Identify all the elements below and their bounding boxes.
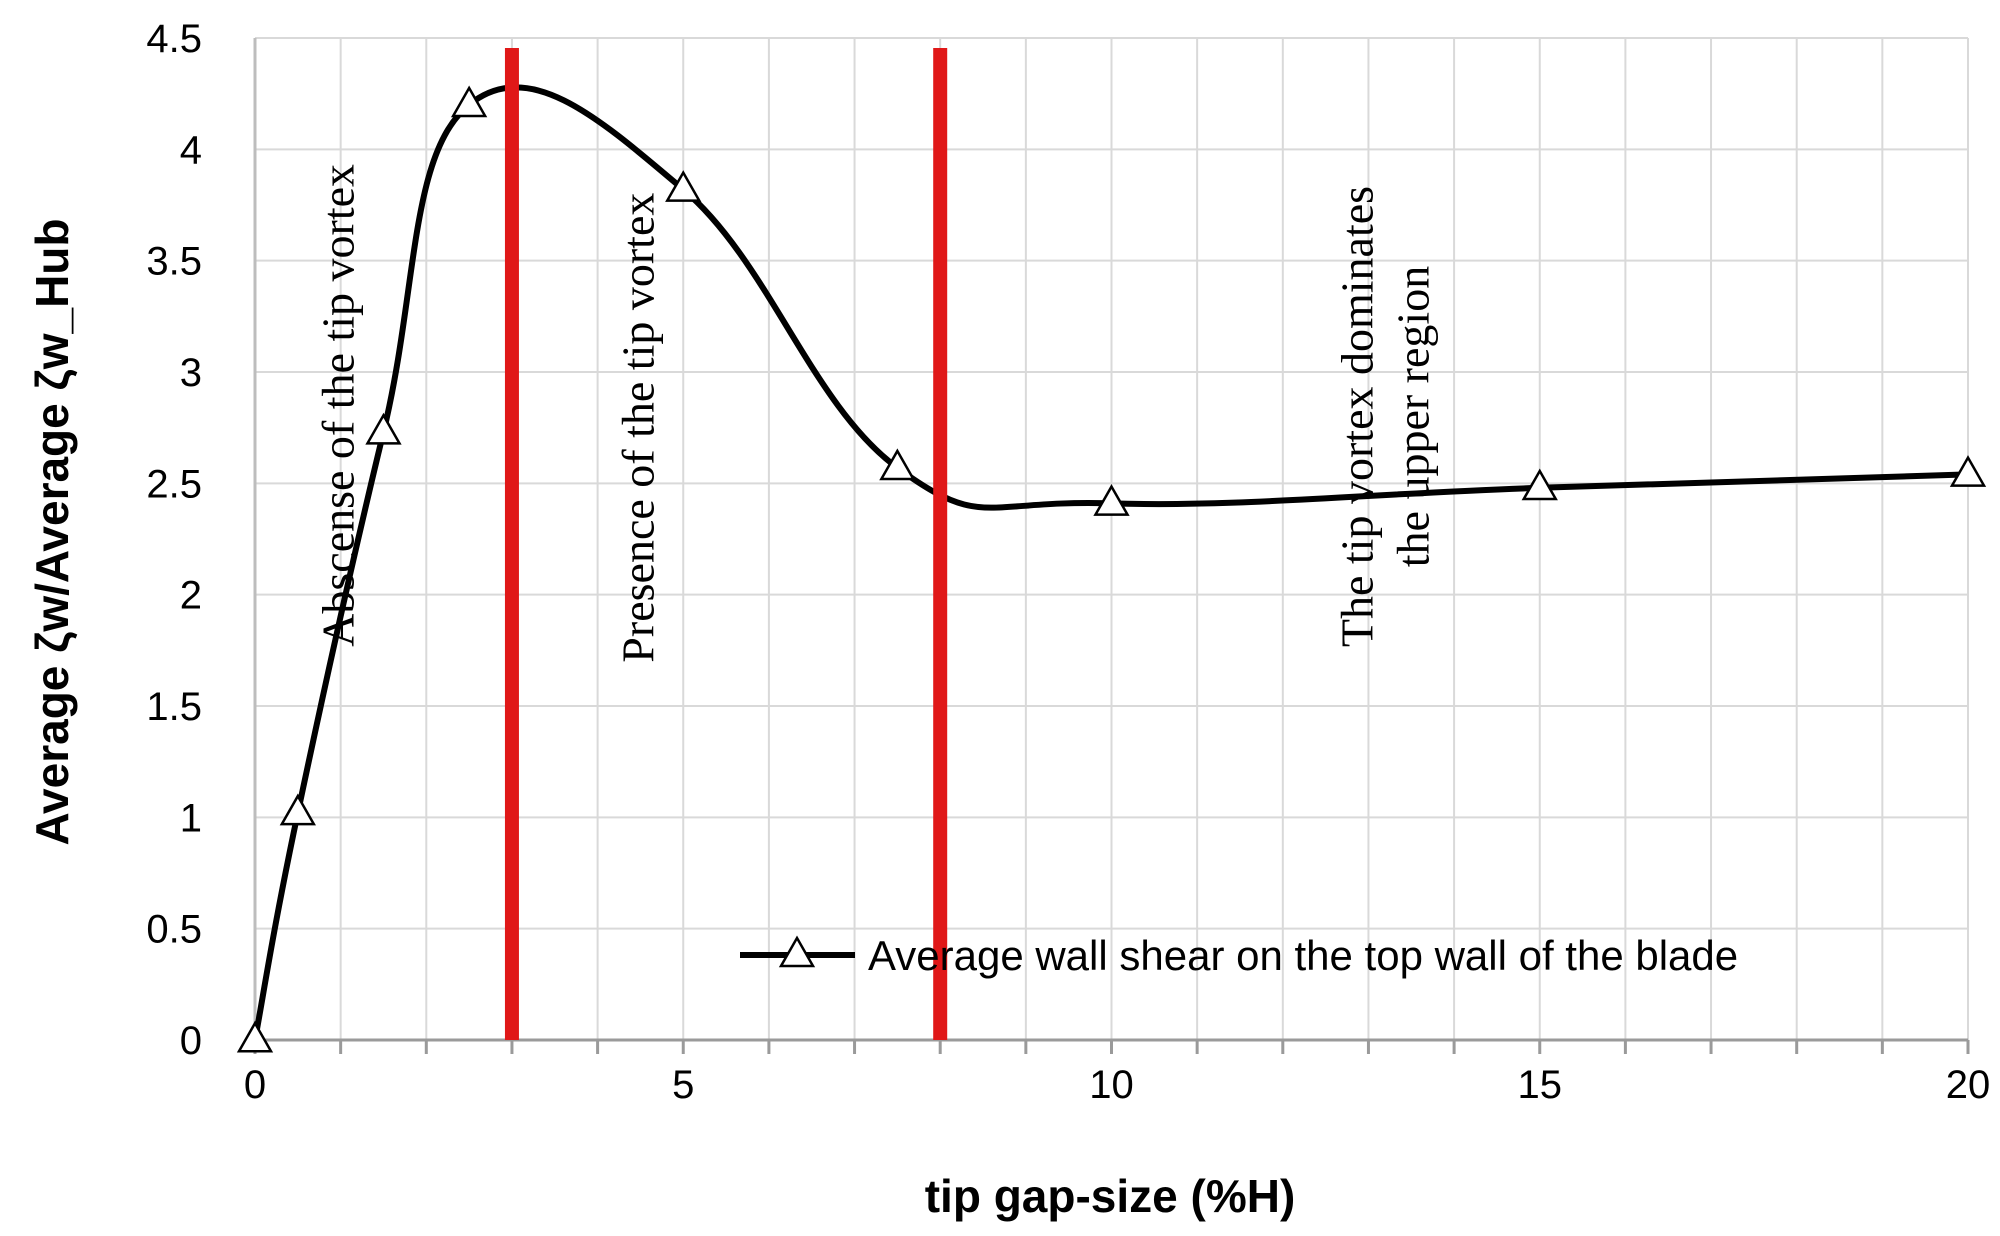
tick-labels: 0 5 10 15 20 0 0.5 1 1.5 2 2.5 3 3.5 4 4.5 xyxy=(146,17,1990,1107)
data-point-triangle xyxy=(365,412,402,445)
region-annotation: the upper region xyxy=(1387,266,1438,567)
region-annotation: Presence of the tip vortex xyxy=(612,193,663,663)
y-tick-label: 1 xyxy=(180,796,202,840)
data-point-triangle xyxy=(879,448,916,481)
x-tick-label: 10 xyxy=(1089,1063,1134,1107)
data-point-triangle xyxy=(665,170,702,202)
region-annotation: The tip vortex dominates xyxy=(1332,186,1383,647)
y-tick-label: 1.5 xyxy=(146,685,202,729)
legend-label: Average wall shear on the top wall of th… xyxy=(868,932,1738,979)
y-tick-label: 4 xyxy=(180,128,202,172)
region-annotation: Abscense of the tip vortex xyxy=(312,164,363,647)
legend-triangle-marker xyxy=(778,935,816,968)
series xyxy=(236,84,1987,1053)
data-point-triangle xyxy=(450,85,488,118)
x-tick-label: 15 xyxy=(1518,1063,1563,1107)
x-tick-label: 5 xyxy=(672,1063,694,1107)
data-point-triangle xyxy=(279,793,316,826)
data-point-triangle xyxy=(1521,468,1558,501)
legend: Average wall shear on the top wall of th… xyxy=(740,932,1738,979)
y-tick-label: 0 xyxy=(180,1019,202,1063)
series-line xyxy=(252,84,1969,1041)
annotations: Abscense of the tip vortex Presence of th… xyxy=(312,164,1438,663)
region-dividers xyxy=(504,48,948,1040)
y-tick-label: 2.5 xyxy=(146,462,202,506)
data-point-triangle xyxy=(1949,455,1987,487)
y-tick-label: 0.5 xyxy=(146,908,202,952)
y-tick-label: 3 xyxy=(180,351,202,395)
y-axis-title: Average ζw/Average ζw_Hub xyxy=(26,219,78,846)
y-tick-label: 4.5 xyxy=(146,17,202,61)
x-tick-label: 20 xyxy=(1946,1063,1991,1107)
y-tick-label: 3.5 xyxy=(146,240,202,284)
data-point-triangle xyxy=(236,1020,274,1053)
x-axis-title: tip gap-size (%H) xyxy=(925,1170,1296,1222)
x-tick-label: 0 xyxy=(244,1063,266,1107)
axes xyxy=(253,38,1970,1054)
data-point-triangle xyxy=(1093,484,1130,516)
y-tick-label: 2 xyxy=(180,574,202,618)
gridlines xyxy=(255,37,1969,1040)
